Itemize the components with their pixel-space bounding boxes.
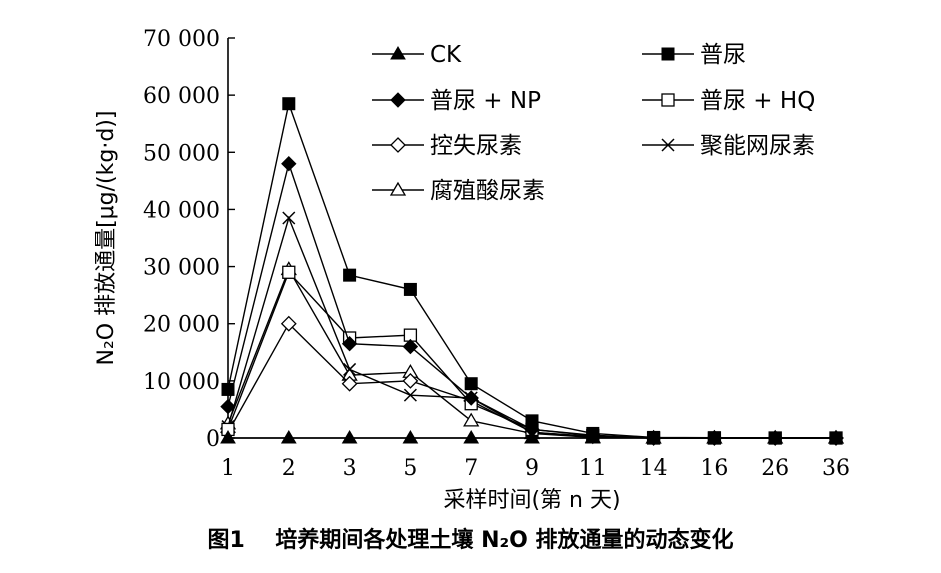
y-tick-label: 40 000 — [143, 198, 220, 223]
legend-item-4: 普尿 + HQ — [642, 88, 815, 114]
series-line — [227, 215, 836, 439]
legend-label: CK — [430, 42, 462, 68]
legend-item-1: CK — [372, 42, 462, 68]
legend-item-6: 聚能网尿素 — [642, 133, 815, 159]
y-tick-label: 10 000 — [143, 370, 220, 395]
data-point-marker — [282, 265, 296, 279]
legend-item-2: 普尿 — [642, 42, 746, 68]
data-point-marker — [280, 315, 297, 332]
legend-item-3: 普尿 + NP — [372, 88, 541, 114]
data-point-marker — [403, 282, 417, 296]
legend-swatch-marker — [661, 47, 675, 61]
legend-item-5: 控失尿素 — [372, 133, 522, 159]
series-line — [227, 161, 836, 439]
data-point-marker — [402, 430, 419, 444]
series-layer — [219, 97, 845, 446]
x-tick-label: 1 — [221, 456, 235, 481]
data-point-marker — [463, 390, 479, 406]
legend-swatch-marker — [661, 93, 675, 107]
chart-axes: 0 10 000 20 000 30 000 40 000 50 000 60 000 70 … — [143, 27, 850, 481]
data-point-marker — [463, 430, 480, 444]
y-axis-title: N₂O 排放通量[μg/(kg·d)] — [94, 111, 119, 366]
y-tick-label: 70 000 — [143, 27, 220, 52]
x-tick-label: 36 — [822, 456, 850, 481]
legend-swatch-marker — [389, 181, 407, 196]
x-tick-label: 2 — [282, 456, 296, 481]
data-point-marker — [402, 372, 419, 389]
data-point-marker — [280, 430, 297, 444]
x-tick-label: 3 — [343, 456, 357, 481]
data-point-marker — [464, 377, 478, 391]
legend-swatch-marker — [390, 137, 406, 153]
legend-label: 控失尿素 — [430, 133, 522, 159]
legend-label: 普尿 + NP — [430, 88, 541, 114]
x-tick-label: 7 — [464, 456, 478, 481]
data-point-marker — [221, 382, 235, 396]
legend-swatch-marker — [661, 138, 675, 152]
data-point-marker — [767, 430, 784, 444]
x-tick-label: 9 — [525, 456, 539, 481]
y-tick-label: 0 — [206, 427, 220, 452]
data-point-marker — [343, 268, 357, 282]
data-point-marker — [463, 412, 480, 427]
legend-swatch-marker — [390, 46, 406, 60]
data-point-marker — [706, 430, 723, 444]
data-point-marker — [828, 430, 844, 444]
data-point-marker — [282, 211, 296, 225]
data-point-marker — [402, 338, 419, 355]
data-point-marker — [645, 430, 662, 444]
data-point-marker — [343, 362, 357, 376]
legend-swatch-marker — [390, 92, 406, 108]
data-point-marker — [403, 388, 417, 402]
data-point-marker — [220, 398, 236, 415]
y-tick-label: 30 000 — [143, 256, 220, 281]
data-point-marker — [525, 414, 539, 428]
legend-label: 腐殖酸尿素 — [430, 178, 545, 204]
data-point-marker — [281, 156, 297, 172]
x-tick-label: 11 — [579, 456, 607, 481]
y-tick-label: 60 000 — [143, 84, 220, 109]
x-tick-label: 26 — [761, 456, 789, 481]
series-6 — [221, 211, 843, 445]
legend-label: 普尿 — [700, 42, 746, 68]
x-tick-label: 16 — [700, 456, 728, 481]
data-point-marker — [524, 430, 540, 444]
figure-caption: 图1 培养期间各处理土壤 N₂O 排放通量的动态变化 — [207, 528, 734, 553]
line-chart: 0 10 000 20 000 30 000 40 000 50 000 60 000 70 … — [94, 27, 850, 513]
data-point-marker — [341, 336, 358, 352]
data-point-marker — [220, 430, 236, 444]
legend-item-7: 腐殖酸尿素 — [372, 178, 545, 204]
data-point-marker — [341, 430, 358, 444]
legend-label: 聚能网尿素 — [700, 133, 815, 159]
y-tick-label: 50 000 — [143, 141, 220, 166]
data-point-marker — [584, 430, 601, 444]
x-tick-label: 5 — [403, 456, 417, 481]
data-point-marker — [341, 375, 358, 392]
series-line — [227, 270, 836, 439]
series-1 — [220, 430, 844, 444]
x-axis-title: 采样时间(第 n 天) — [443, 488, 620, 513]
y-tick-label: 20 000 — [143, 313, 220, 338]
x-tick-label: 14 — [640, 456, 668, 481]
data-point-marker — [282, 97, 296, 111]
legend-label: 普尿 + HQ — [700, 88, 815, 114]
